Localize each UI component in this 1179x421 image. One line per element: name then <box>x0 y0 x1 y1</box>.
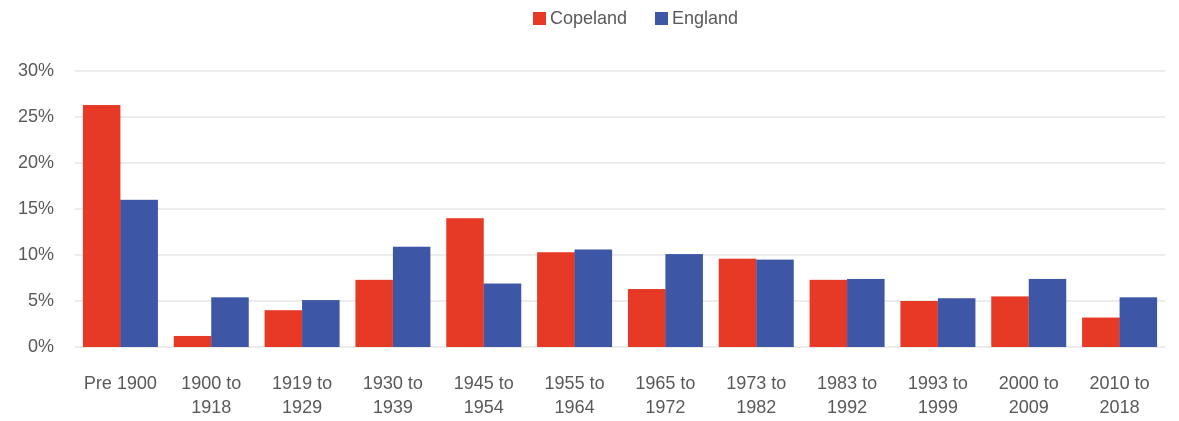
bar <box>264 310 303 347</box>
bar <box>537 252 575 347</box>
legend-label: Copeland <box>550 8 627 28</box>
bar <box>302 300 340 347</box>
x-tick-label: 1993 to 1999 <box>907 373 968 417</box>
bar <box>718 258 757 347</box>
bar <box>900 301 938 347</box>
bar <box>120 199 158 347</box>
bar <box>847 278 885 347</box>
y-tick-label: 30% <box>18 60 54 80</box>
x-tick-label: 1973 to 1982 <box>726 373 787 417</box>
bar <box>483 283 522 347</box>
x-tick-label: 1930 to 1939 <box>362 373 423 417</box>
bar <box>937 298 976 347</box>
bar <box>446 218 484 347</box>
bar <box>627 289 666 347</box>
legend-swatch <box>533 12 546 25</box>
y-tick-label: 20% <box>18 152 54 172</box>
bar <box>991 296 1029 347</box>
x-tick-label: 1919 to 1929 <box>272 373 333 417</box>
x-tick-label: 1965 to 1972 <box>635 373 696 417</box>
y-tick-label: 10% <box>18 244 54 264</box>
bar <box>756 259 794 347</box>
x-tick-label: 1945 to 1954 <box>453 373 514 417</box>
x-tick-label: 1900 to 1918 <box>181 373 242 417</box>
x-tick-label: Pre 1900 <box>83 373 157 393</box>
legend-swatch <box>655 12 668 25</box>
x-tick-label: 1955 to 1964 <box>544 373 605 417</box>
x-tick-label: 1983 to 1992 <box>817 373 878 417</box>
bar <box>355 279 393 347</box>
bar <box>173 335 212 347</box>
bar <box>574 249 613 347</box>
bar <box>665 254 703 347</box>
x-tick-label: 2010 to 2018 <box>1089 373 1150 417</box>
bar <box>1119 297 1158 347</box>
y-tick-label: 5% <box>28 290 54 310</box>
bar <box>1082 317 1120 347</box>
bar <box>392 246 431 347</box>
bar <box>809 279 848 347</box>
x-tick-label: 2000 to 2009 <box>998 373 1059 417</box>
bar <box>82 105 121 347</box>
bar <box>211 297 249 347</box>
bar <box>1028 278 1067 347</box>
y-tick-label: 25% <box>18 106 54 126</box>
y-tick-label: 15% <box>18 198 54 218</box>
y-tick-label: 0% <box>28 336 54 356</box>
legend-label: England <box>672 8 738 28</box>
